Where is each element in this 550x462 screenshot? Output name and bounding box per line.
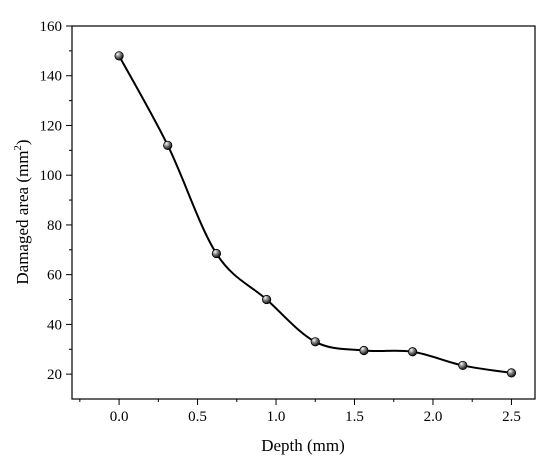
x-tick-label: 0.5 — [188, 409, 207, 425]
data-point — [359, 345, 369, 356]
data-point — [163, 140, 173, 150]
y-tick-label: 80 — [47, 218, 62, 234]
plot-frame — [71, 25, 536, 400]
data-point — [262, 294, 272, 305]
x-tick-label: 1.0 — [267, 409, 286, 425]
x-axis: 0.0 0.5 1.0 1.5 2.0 2.5 — [79, 399, 521, 425]
y-tick-label: 140 — [40, 69, 63, 85]
x-tick-label: 1.5 — [345, 409, 364, 425]
data-point — [458, 360, 468, 371]
data-point — [506, 368, 517, 378]
x-tick-label: 0.0 — [110, 409, 129, 425]
y-tick-label: 120 — [40, 118, 63, 134]
y-tick-label: 40 — [47, 317, 62, 333]
data-point — [310, 337, 320, 347]
y-tick-label: 60 — [47, 268, 62, 284]
y-tick-label: 20 — [47, 367, 62, 383]
y-tick-label: 160 — [40, 19, 63, 35]
y-tick-label: 100 — [40, 168, 63, 184]
y-axis-title: Damaged area (mm2) — [12, 139, 32, 284]
x-tick-label: 2.0 — [424, 409, 443, 425]
x-tick-label: 2.5 — [502, 409, 521, 425]
data-point — [114, 51, 124, 61]
series-curve — [118, 55, 512, 374]
y-axis-title-end: ) — [13, 139, 32, 145]
x-axis-title: Depth (mm) — [261, 436, 345, 455]
y-axis-title-main: Damaged area (mm — [13, 151, 32, 285]
y-axis-title-sup: 2 — [12, 145, 24, 151]
data-point — [407, 347, 418, 357]
y-axis: 20 40 60 80 100 120 140 160 — [40, 19, 72, 383]
data-points — [114, 51, 517, 378]
data-point — [211, 248, 221, 259]
